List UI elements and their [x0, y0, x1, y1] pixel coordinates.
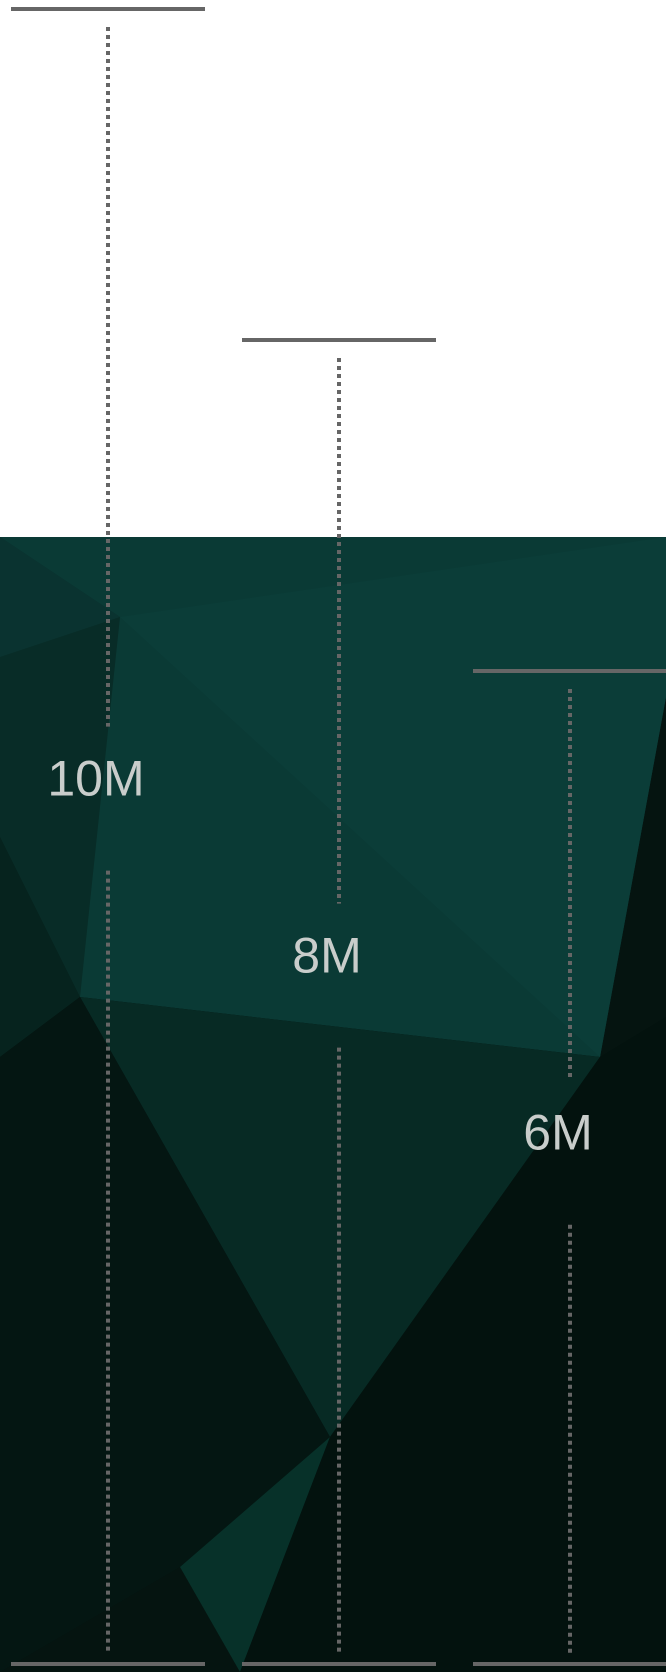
bar-value-label: 6M — [523, 1105, 592, 1161]
bar-3: 6M — [473, 669, 666, 1666]
polygon-background — [0, 537, 666, 1672]
bar-value-label: 8M — [292, 928, 361, 984]
bar-value-label: 10M — [47, 751, 144, 807]
bars-layer: 10M 8M 6M — [11, 7, 666, 1666]
bar-2: 8M — [242, 338, 436, 1666]
bar-1: 10M — [11, 7, 205, 1666]
